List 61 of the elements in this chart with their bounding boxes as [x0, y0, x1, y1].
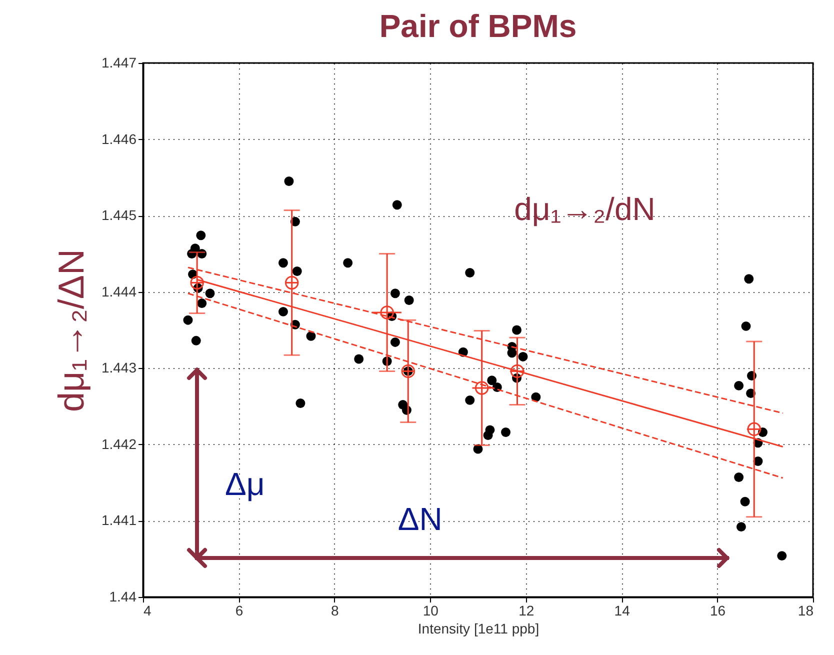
point [197, 298, 207, 308]
point [510, 364, 524, 378]
point [390, 288, 400, 298]
point [501, 427, 510, 437]
point [483, 430, 493, 440]
x-tick-label: 12 [518, 602, 534, 618]
annotation: ΔN [398, 500, 442, 537]
point [284, 176, 294, 186]
point [196, 230, 206, 240]
point [487, 376, 497, 386]
y-tick-label: 1.447 [101, 54, 137, 70]
point [183, 315, 193, 325]
point [404, 296, 414, 305]
x-tick-label: 8 [331, 602, 340, 618]
point [741, 321, 751, 331]
point [740, 496, 750, 506]
x-tick-label: 10 [422, 602, 439, 618]
y-tick-label: 1.444 [101, 283, 137, 300]
point [734, 380, 744, 390]
x-tick-label: 14 [614, 602, 630, 618]
y-tick-label: 1.445 [101, 207, 137, 224]
point [392, 200, 402, 210]
point [278, 306, 288, 316]
point [296, 398, 306, 408]
y-tick-label: 1.443 [101, 360, 137, 376]
point [284, 276, 299, 290]
y-tick-label: 1.442 [101, 436, 137, 452]
x-tick-label: 4 [144, 602, 152, 618]
point [292, 266, 302, 276]
point [380, 306, 394, 320]
y-tick-label: 1.441 [101, 512, 137, 528]
point [390, 337, 400, 347]
y-tick-label: 1.44 [109, 588, 137, 604]
point [465, 395, 475, 405]
point [278, 258, 288, 268]
point [306, 331, 316, 341]
chart-title: Pair of BPMs [379, 8, 577, 44]
x-tick-label: 18 [798, 602, 814, 618]
point [354, 354, 364, 364]
point [191, 336, 201, 346]
point [343, 258, 353, 268]
point [777, 551, 787, 561]
annotation: Δμ [225, 466, 265, 502]
point [736, 522, 746, 532]
point [744, 274, 754, 284]
x-axis-title: Intensity [1e11 ppb] [418, 620, 540, 636]
point [465, 268, 475, 278]
y-tick-label: 1.446 [101, 130, 137, 147]
point [734, 472, 744, 482]
point [205, 288, 215, 298]
point [507, 348, 517, 358]
point [474, 381, 489, 395]
point [401, 364, 416, 378]
point [518, 352, 528, 362]
x-tick-label: 16 [710, 602, 726, 618]
x-tick-label: 6 [235, 602, 244, 618]
point [512, 325, 522, 335]
annotation: dμ₁→₂/dN [514, 191, 656, 228]
y-axis-title: dμ₁→₂/ΔN [50, 249, 92, 412]
point [747, 422, 762, 436]
point [190, 276, 204, 290]
